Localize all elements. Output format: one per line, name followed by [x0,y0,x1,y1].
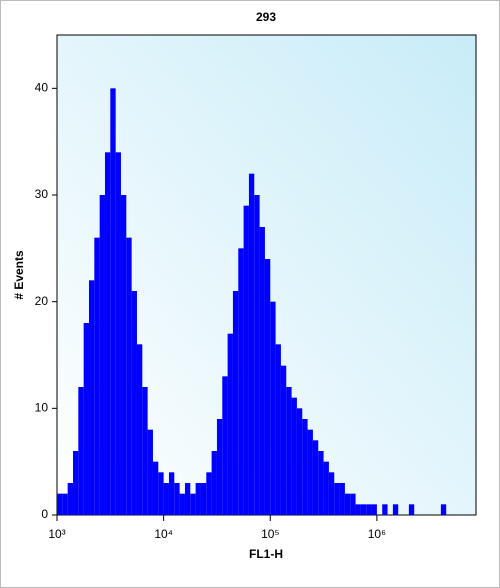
bar [131,291,137,515]
bar [195,483,201,515]
bar [163,483,169,515]
bar [286,387,292,515]
bar [206,472,212,515]
x-tick-label: 10⁴ [154,527,173,541]
bar [147,429,153,515]
bar [211,451,217,515]
y-tick-label: 20 [35,294,49,308]
bar [88,280,95,515]
bar [216,419,223,515]
y-tick-label: 10 [35,401,49,415]
bar [179,493,185,515]
bar [350,493,356,515]
bar [248,173,255,515]
bar [328,472,335,515]
bar [339,483,345,515]
bar [344,493,351,515]
bar [366,504,372,515]
bar [67,483,74,515]
bar [227,333,233,515]
bar [62,493,68,515]
bar [136,344,143,515]
bar [78,387,84,515]
x-axis-label: FL1-H [249,547,283,561]
bar [392,504,399,515]
bar [83,323,89,515]
bar [99,195,105,515]
bar [270,301,276,515]
bar [360,504,367,515]
bar [168,472,175,515]
bar [142,387,148,515]
chart-title: 293 [256,10,276,24]
y-axis-label: # Events [12,250,26,300]
bar [318,451,324,515]
bar [222,376,228,515]
bar [174,483,180,515]
bar [334,483,340,515]
bar [200,483,207,515]
bar [158,472,164,515]
bar [126,237,132,515]
bar [190,493,196,515]
bar [243,205,249,515]
bar [296,408,303,515]
bar [323,461,329,515]
bar [110,88,116,515]
bar [264,259,271,515]
bar [184,483,191,515]
bar [57,493,63,515]
bar [280,365,287,515]
bar [382,504,388,515]
bar [73,451,79,515]
y-tick-label: 40 [35,81,49,95]
bar [94,237,100,515]
bar [302,419,308,515]
bar [115,152,121,516]
bar [152,461,159,515]
bar [408,504,415,515]
x-tick-label: 10³ [48,527,65,541]
bar [104,152,111,516]
bar [254,195,260,515]
bar [291,397,297,515]
x-tick-label: 10⁶ [368,527,386,541]
x-tick-label: 10⁵ [261,527,279,541]
bar [232,291,239,515]
bar [259,227,265,515]
bar [238,248,244,516]
y-tick-label: 0 [41,507,48,521]
bar [307,429,313,515]
bar [440,504,447,515]
bar [371,504,377,515]
y-tick-label: 30 [35,187,49,201]
bar [120,195,127,515]
bar [275,344,281,515]
bar [312,440,319,515]
bar [355,504,361,515]
